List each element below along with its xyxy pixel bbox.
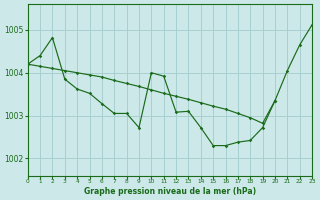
X-axis label: Graphe pression niveau de la mer (hPa): Graphe pression niveau de la mer (hPa): [84, 187, 256, 196]
